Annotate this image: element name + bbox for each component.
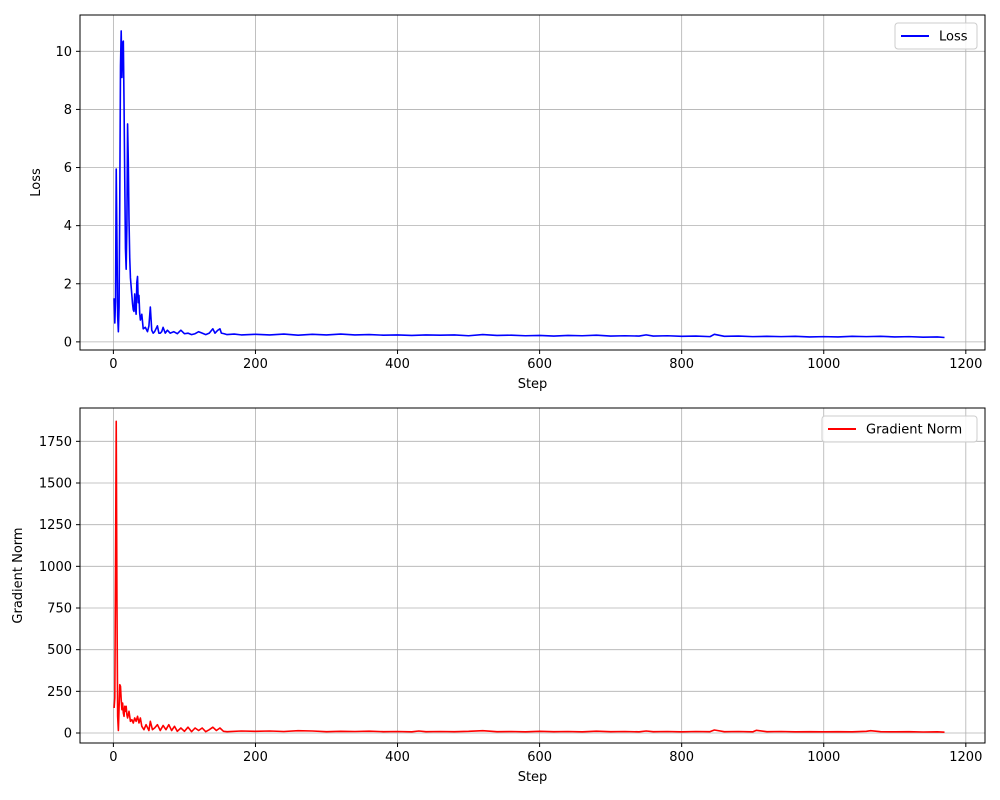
x-tick-label: 600 — [527, 750, 552, 765]
legend-box — [821, 415, 978, 443]
x-tick-label: 200 — [243, 750, 268, 765]
x-axis-label: Step — [518, 770, 548, 785]
y-tick-label: 2 — [64, 277, 72, 292]
plot-frame — [79, 407, 986, 744]
y-tick-label: 250 — [47, 685, 72, 700]
series-line-loss — [113, 30, 945, 339]
plot-frame — [79, 14, 986, 351]
x-tick-label: 400 — [385, 357, 410, 372]
x-tick-label: 200 — [243, 357, 268, 372]
x-tick-label: 800 — [669, 357, 694, 372]
y-axis-label: Loss — [29, 168, 44, 197]
x-tick-label: 0 — [109, 750, 117, 765]
y-tick-label: 8 — [64, 103, 72, 118]
x-tick-label: 1200 — [949, 357, 982, 372]
x-tick-label: 1000 — [807, 750, 840, 765]
y-axis-label: Gradient Norm — [11, 527, 26, 623]
x-tick-label: 600 — [527, 357, 552, 372]
gradient-norm-chart: 0 200 400 600 800 1000 1200 0 250 500 750 1000 1250 1… — [11, 407, 986, 785]
legend-label: Gradient Norm — [866, 423, 962, 438]
y-tick-label: 4 — [64, 219, 72, 234]
y-tick-label: 1750 — [39, 435, 72, 450]
x-tick-label: 0 — [109, 357, 117, 372]
legend-box — [894, 22, 978, 50]
y-tick-label: 1000 — [39, 560, 72, 575]
y-tick-label: 6 — [64, 161, 72, 176]
y-tick-label: 0 — [64, 727, 72, 742]
y-tick-label: 1250 — [39, 518, 72, 533]
x-tick-label: 400 — [385, 750, 410, 765]
y-tick-label: 0 — [64, 335, 72, 350]
legend-label: Loss — [939, 30, 968, 45]
x-tick-label: 1200 — [949, 750, 982, 765]
x-tick-label: 800 — [669, 750, 694, 765]
y-tick-label: 10 — [55, 45, 72, 60]
y-tick-label: 500 — [47, 643, 72, 658]
series-line-gradient-norm — [113, 420, 945, 733]
y-tick-label: 750 — [47, 602, 72, 617]
x-axis-label: Step — [518, 377, 548, 392]
x-tick-label: 1000 — [807, 357, 840, 372]
y-tick-label: 1500 — [39, 477, 72, 492]
loss-chart: 0 200 400 600 800 1000 1200 0 2 4 6 8 10 Step Loss Loss — [29, 14, 986, 392]
